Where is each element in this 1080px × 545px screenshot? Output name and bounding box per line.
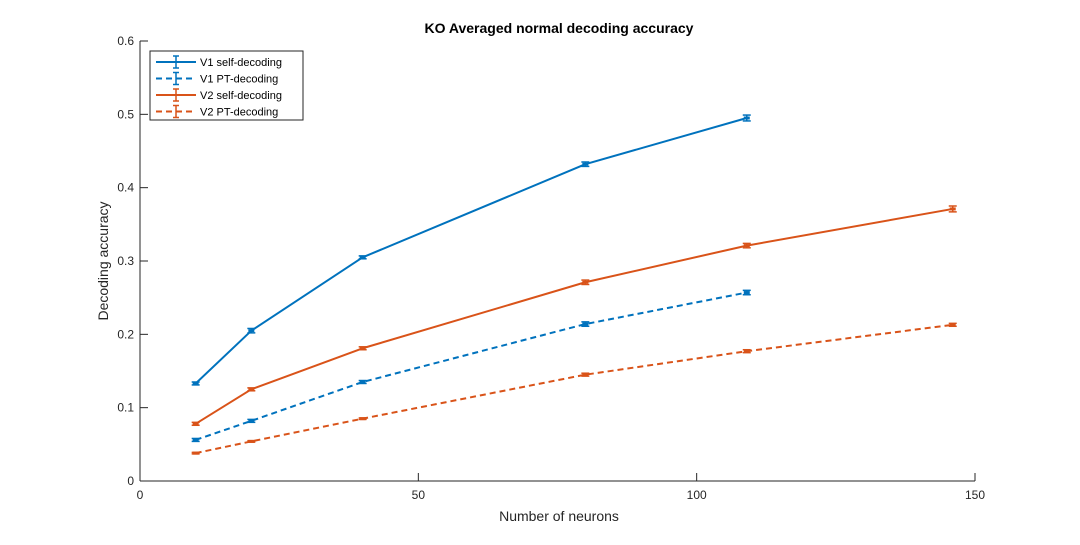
legend-item: V1 PT-decoding: [156, 71, 278, 86]
legend-label: V2 PT-decoding: [200, 107, 278, 119]
data-point: [582, 322, 589, 326]
data-point: [949, 323, 956, 327]
data-point: [743, 116, 750, 120]
y-tick-label: 0.5: [117, 107, 134, 121]
legend-label: V2 self-decoding: [200, 90, 282, 102]
plot-area: [191, 114, 957, 455]
data-point: [192, 381, 199, 385]
error-bar: [742, 242, 751, 249]
series-v2-self-decoding: [191, 205, 957, 427]
x-axis-label: Number of neurons: [499, 508, 619, 524]
series-line: [195, 323, 953, 455]
data-point: [359, 380, 366, 384]
series-line: [195, 291, 747, 441]
series-v2-pt-decoding: [191, 322, 957, 455]
error-bar: [247, 418, 256, 424]
error-bar: [247, 439, 256, 443]
data-point: [248, 439, 255, 443]
error-bar: [742, 114, 751, 122]
data-point: [743, 349, 750, 353]
legend: V1 self-decoding V1 PT-decoding V2 self-de…: [149, 50, 304, 121]
series-v1-self-decoding: [191, 114, 751, 386]
error-bar: [358, 417, 367, 421]
data-point: [248, 387, 255, 391]
data-point: [359, 417, 366, 421]
data-point: [582, 280, 589, 284]
data-point: [949, 207, 956, 211]
error-bar: [948, 205, 957, 213]
data-point: [582, 162, 589, 166]
data-point: [192, 422, 199, 426]
y-tick-label: 0.6: [117, 34, 134, 48]
data-point: [743, 291, 750, 295]
error-bar: [742, 348, 751, 354]
y-tick-label: 0.3: [117, 254, 134, 268]
y-tick-label: 0: [127, 474, 134, 488]
data-point: [582, 373, 589, 377]
error-bar: [191, 421, 200, 427]
y-tick-label: 0.1: [117, 401, 134, 415]
x-tick-label: 50: [412, 488, 426, 502]
error-bar: [358, 346, 367, 351]
error-bar: [581, 372, 590, 377]
series-line: [195, 207, 953, 425]
legend-label: V1 self-decoding: [200, 57, 282, 69]
error-bar: [247, 327, 256, 334]
error-bar: [581, 279, 590, 286]
series-line: [194, 117, 748, 385]
legend-item: V1 self-decoding: [156, 55, 282, 69]
error-bar: [742, 289, 751, 296]
chart-title: KO Averaged normal decoding accuracy: [425, 20, 694, 36]
error-bar: [948, 322, 957, 328]
x-tick-label: 0: [137, 488, 144, 502]
error-bar: [581, 321, 590, 328]
legend-item: V2 PT-decoding: [156, 104, 278, 119]
legend-label: V1 PT-decoding: [200, 74, 278, 86]
data-point: [359, 255, 366, 259]
y-tick-label: 0.2: [117, 327, 134, 341]
data-point: [192, 438, 199, 442]
error-bar: [581, 161, 590, 168]
axes: 0 50 100 150 0 0.1 0.2 0.3 0.4 0.5 0.6: [117, 34, 985, 502]
error-bar: [191, 381, 200, 386]
error-bar: [247, 387, 256, 392]
data-point: [248, 419, 255, 423]
legend-item: V2 self-decoding: [156, 88, 282, 102]
error-bar: [191, 451, 200, 455]
error-bar: [358, 255, 367, 260]
error-bar: [358, 379, 367, 385]
data-point: [192, 451, 199, 455]
data-point: [248, 329, 255, 333]
y-axis-label: Decoding accuracy: [95, 201, 111, 320]
x-tick-label: 100: [687, 488, 707, 502]
error-bar: [191, 437, 200, 443]
data-point: [359, 346, 366, 350]
y-tick-label: 0.4: [117, 181, 134, 195]
x-tick-label: 150: [965, 488, 985, 502]
data-point: [743, 244, 750, 248]
series-v1-pt-decoding: [191, 289, 751, 443]
